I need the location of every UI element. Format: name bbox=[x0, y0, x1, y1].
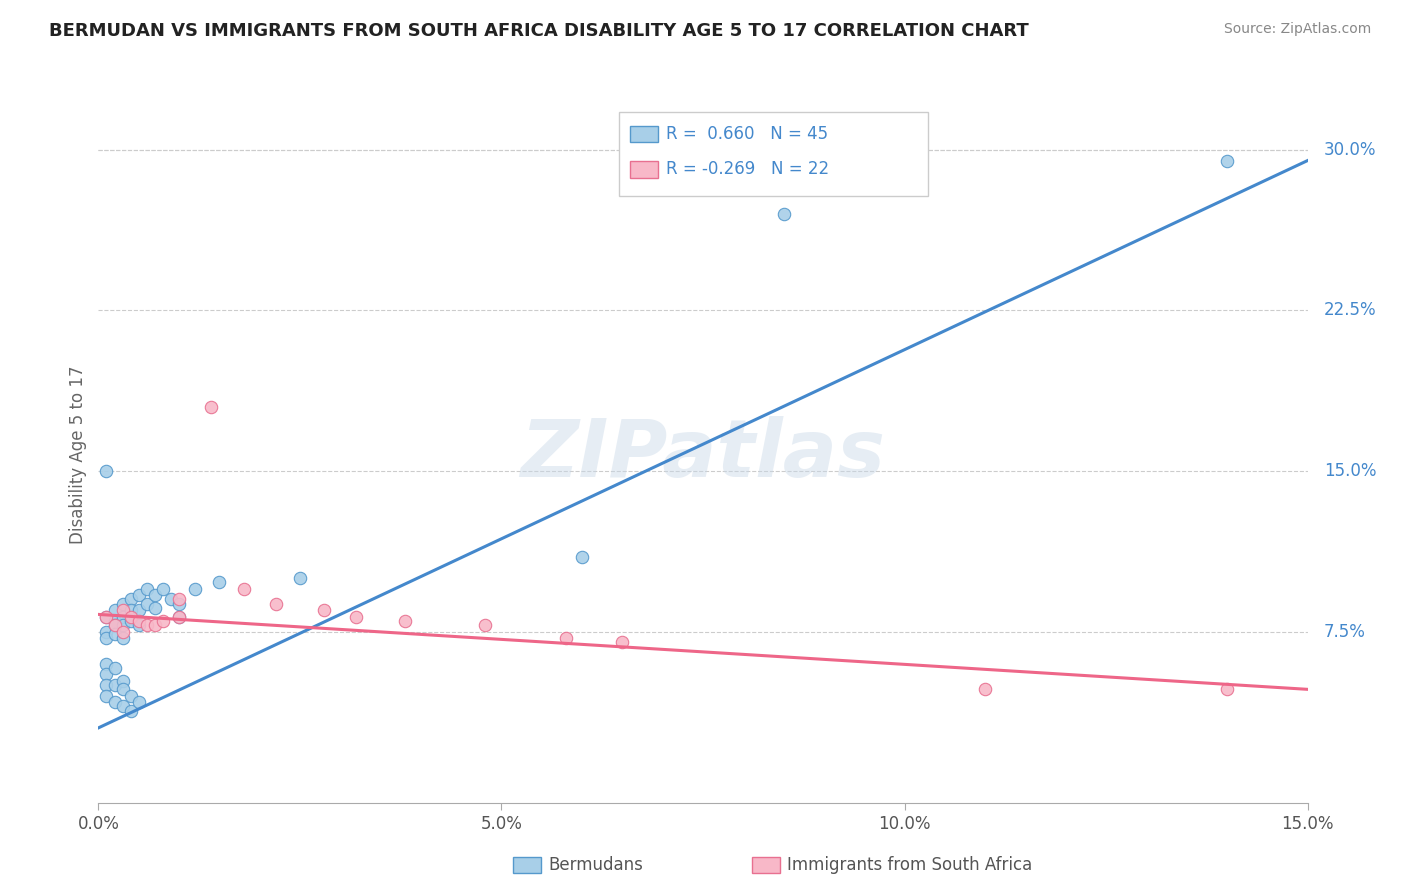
Point bbox=[128, 588, 150, 602]
Point bbox=[1216, 153, 1239, 168]
Point bbox=[264, 597, 287, 611]
Point bbox=[103, 661, 125, 675]
Point bbox=[103, 614, 125, 628]
Point bbox=[111, 603, 134, 617]
Point bbox=[394, 614, 416, 628]
Point bbox=[208, 575, 231, 590]
Point bbox=[128, 695, 150, 709]
Point bbox=[111, 673, 134, 688]
Point bbox=[96, 631, 118, 645]
Point bbox=[135, 618, 157, 632]
Point bbox=[772, 207, 794, 221]
Point bbox=[143, 601, 166, 615]
Point bbox=[96, 657, 118, 671]
Text: Source: ZipAtlas.com: Source: ZipAtlas.com bbox=[1223, 22, 1371, 37]
Point bbox=[103, 618, 125, 632]
Point bbox=[120, 603, 142, 617]
Point bbox=[135, 597, 157, 611]
Point bbox=[612, 635, 634, 649]
Point bbox=[143, 588, 166, 602]
Point bbox=[103, 626, 125, 640]
Text: 7.5%: 7.5% bbox=[1323, 623, 1365, 640]
Point bbox=[167, 609, 190, 624]
Text: 22.5%: 22.5% bbox=[1323, 301, 1376, 319]
Point bbox=[120, 704, 142, 718]
Point bbox=[314, 603, 336, 617]
Point bbox=[344, 609, 367, 624]
Point bbox=[288, 571, 311, 585]
Point bbox=[96, 609, 118, 624]
Point bbox=[167, 592, 190, 607]
Y-axis label: Disability Age 5 to 17: Disability Age 5 to 17 bbox=[69, 366, 87, 544]
Point bbox=[143, 618, 166, 632]
Point bbox=[128, 614, 150, 628]
Point bbox=[571, 549, 593, 564]
Point bbox=[120, 592, 142, 607]
Point bbox=[160, 592, 183, 607]
Text: 30.0%: 30.0% bbox=[1323, 141, 1376, 159]
Point bbox=[555, 631, 578, 645]
Point bbox=[103, 678, 125, 692]
Text: Immigrants from South Africa: Immigrants from South Africa bbox=[787, 856, 1032, 874]
Text: R =  0.660   N = 45: R = 0.660 N = 45 bbox=[666, 125, 828, 143]
Point bbox=[111, 699, 134, 714]
Text: BERMUDAN VS IMMIGRANTS FROM SOUTH AFRICA DISABILITY AGE 5 TO 17 CORRELATION CHAR: BERMUDAN VS IMMIGRANTS FROM SOUTH AFRICA… bbox=[49, 22, 1029, 40]
Point bbox=[128, 603, 150, 617]
Text: Bermudans: Bermudans bbox=[548, 856, 643, 874]
Point bbox=[167, 609, 190, 624]
Point bbox=[111, 618, 134, 632]
Point bbox=[120, 609, 142, 624]
Point bbox=[111, 631, 134, 645]
Point bbox=[96, 678, 118, 692]
Point bbox=[111, 624, 134, 639]
Text: 15.0%: 15.0% bbox=[1323, 462, 1376, 480]
Point bbox=[111, 682, 134, 697]
Point bbox=[184, 582, 207, 596]
Point bbox=[974, 682, 997, 697]
Point bbox=[120, 689, 142, 703]
Point bbox=[96, 667, 118, 681]
Point bbox=[474, 618, 496, 632]
Text: ZIPatlas: ZIPatlas bbox=[520, 416, 886, 494]
Point bbox=[167, 597, 190, 611]
Point bbox=[232, 582, 254, 596]
Point bbox=[103, 603, 125, 617]
Point bbox=[103, 695, 125, 709]
Point bbox=[135, 582, 157, 596]
Point bbox=[96, 624, 118, 639]
Point bbox=[96, 609, 118, 624]
Point bbox=[152, 582, 174, 596]
Point bbox=[128, 618, 150, 632]
Point bbox=[96, 689, 118, 703]
Point bbox=[1216, 682, 1239, 697]
Point bbox=[200, 400, 222, 414]
Point bbox=[120, 614, 142, 628]
Point bbox=[152, 614, 174, 628]
Text: R = -0.269   N = 22: R = -0.269 N = 22 bbox=[666, 161, 830, 178]
Point bbox=[111, 609, 134, 624]
Point bbox=[111, 597, 134, 611]
Point bbox=[103, 618, 125, 632]
Point bbox=[96, 464, 118, 478]
